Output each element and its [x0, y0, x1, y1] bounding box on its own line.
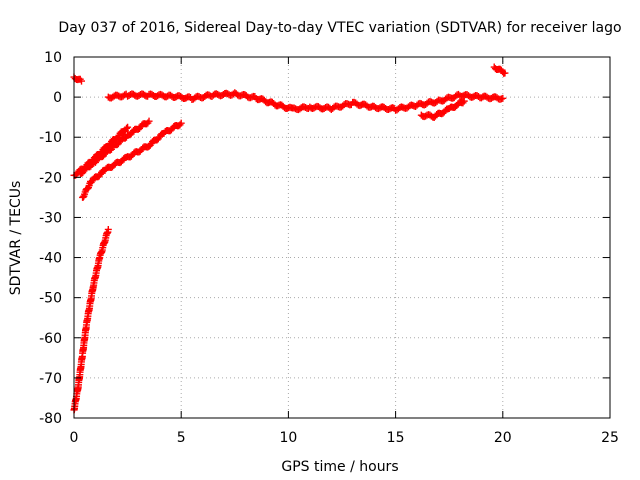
grid: [74, 57, 610, 418]
chart-title: Day 037 of 2016, Sidereal Day-to-day VTE…: [58, 20, 621, 36]
y-axis-label: SDTVAR / TECUs: [8, 181, 24, 296]
data-point: [78, 77, 86, 85]
data-point: [177, 119, 185, 127]
x-tick-label: 20: [494, 430, 512, 446]
y-tick-label: -80: [39, 411, 62, 427]
data-point: [79, 169, 87, 177]
y-tick-label: -50: [39, 291, 62, 307]
series-track-6: [104, 89, 507, 114]
data-point: [104, 225, 112, 233]
tick-labels: 0 5 10 15 20 25 10 0 -10 -20 -30 -40 -50 -60 -70 -80: [39, 50, 619, 446]
series-track-1: [70, 73, 86, 85]
y-tick-label: -30: [39, 210, 62, 226]
y-tick-label: -60: [39, 331, 62, 347]
data-point: [106, 146, 114, 154]
data-point: [121, 134, 129, 142]
x-tick-label: 5: [177, 430, 186, 446]
data-point: [460, 97, 468, 105]
series-track-3: [76, 117, 153, 177]
plot-frame: [73, 56, 611, 419]
x-tick-label: 10: [279, 430, 297, 446]
y-tick-label: 10: [44, 50, 62, 66]
series-track-7: [417, 97, 468, 122]
x-axis-label: GPS time / hours: [281, 459, 398, 475]
x-tick-label: 15: [387, 430, 405, 446]
series-track-4: [79, 119, 185, 201]
y-tick-label: -70: [39, 371, 62, 387]
data-point: [145, 117, 153, 125]
data-point: [501, 69, 509, 77]
y-tick-label: -20: [39, 170, 62, 186]
y-tick-label: -10: [39, 130, 62, 146]
y-tick-label: 0: [53, 90, 62, 106]
series-track-5: [70, 225, 112, 414]
data-point: [124, 123, 132, 131]
series-track-8: [490, 63, 509, 77]
data-series: [70, 63, 509, 414]
data-point: [87, 162, 95, 170]
x-tick-label: 0: [70, 430, 79, 446]
x-tick-label: 25: [601, 430, 619, 446]
y-tick-label: -40: [39, 251, 62, 267]
data-point: [499, 94, 507, 102]
data-point: [123, 124, 131, 132]
axes: [73, 56, 611, 419]
